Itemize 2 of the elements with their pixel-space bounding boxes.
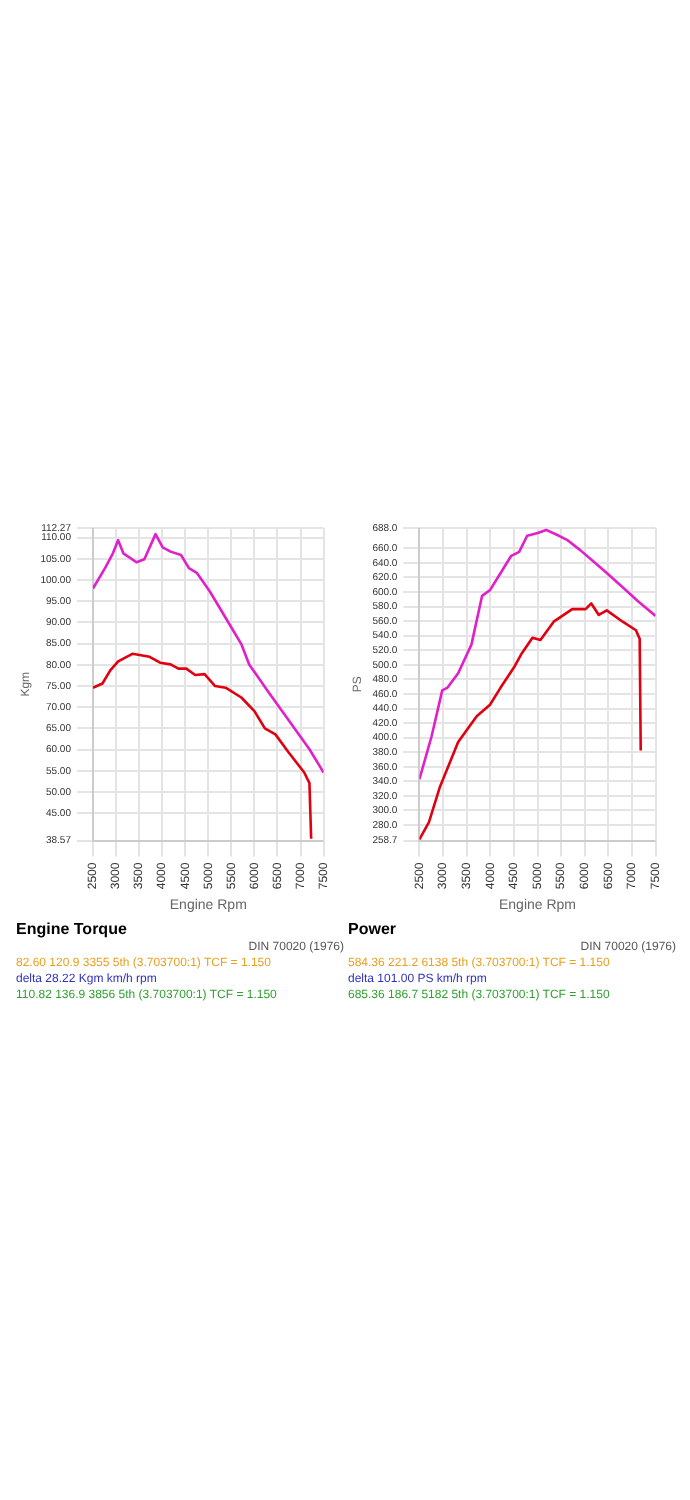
- text: Power: [348, 920, 399, 938]
- text: Engine Torque: [16, 920, 129, 938]
